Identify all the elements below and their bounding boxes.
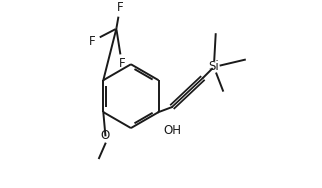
- Text: O: O: [101, 129, 110, 142]
- Text: Si: Si: [208, 61, 219, 74]
- Text: F: F: [118, 57, 125, 70]
- Text: F: F: [117, 1, 123, 14]
- Text: F: F: [89, 35, 95, 48]
- Text: OH: OH: [164, 124, 182, 137]
